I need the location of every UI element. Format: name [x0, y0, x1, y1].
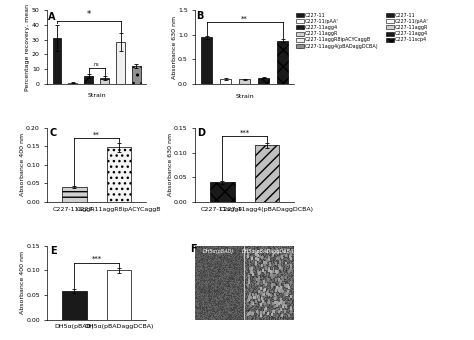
Y-axis label: Absorbance 630 nm: Absorbance 630 nm [172, 16, 176, 79]
Text: Strain: Strain [87, 94, 106, 99]
Text: ***: *** [239, 130, 250, 136]
Bar [116, 42, 125, 84]
Text: **: ** [241, 16, 248, 21]
Text: ***: *** [91, 256, 102, 262]
Bar [68, 83, 77, 84]
Text: Strain: Strain [235, 94, 254, 99]
Bar [62, 187, 87, 202]
Text: *: * [87, 10, 91, 19]
Text: C: C [50, 128, 57, 138]
Legend: C227-11, C227-11/pAA', C227-11agg4, C227-11aggR, C227-11aggR8ipACYCaggB, C227-11: C227-11, C227-11/pAA', C227-11agg4, C227… [296, 13, 379, 49]
Text: ns: ns [94, 62, 100, 67]
Bar [258, 78, 269, 84]
Bar [277, 41, 288, 84]
Bar [239, 80, 250, 84]
Text: DH5α(pBADaggDCBA): DH5α(pBADaggDCBA) [242, 249, 296, 254]
Text: D: D [198, 128, 206, 138]
Bar [84, 76, 93, 84]
Text: A: A [48, 12, 56, 22]
Bar [62, 291, 87, 320]
Bar [201, 37, 212, 84]
Bar [255, 145, 279, 202]
Text: F: F [191, 244, 197, 254]
Bar [107, 271, 131, 320]
Bar [100, 78, 109, 84]
Y-axis label: Percentage recovery, mean: Percentage recovery, mean [26, 3, 30, 90]
Y-axis label: Absorbance 400 nm: Absorbance 400 nm [19, 133, 25, 197]
Text: **: ** [93, 132, 100, 138]
Text: E: E [50, 246, 56, 256]
Text: DH5α(pBAD): DH5α(pBAD) [202, 249, 234, 254]
Bar [132, 66, 141, 84]
Y-axis label: Absorbance 400 nm: Absorbance 400 nm [20, 251, 25, 314]
Bar [210, 182, 235, 202]
Legend: C227-11, C227-11/pAA', C227-11aggR, C227-11agg4, C227-11scp4: C227-11, C227-11/pAA', C227-11aggR, C227… [386, 13, 429, 42]
Text: B: B [196, 11, 204, 21]
Bar [107, 147, 131, 202]
Y-axis label: Absorbance 630 nm: Absorbance 630 nm [168, 133, 173, 197]
Bar [53, 38, 61, 84]
Bar [220, 80, 231, 84]
